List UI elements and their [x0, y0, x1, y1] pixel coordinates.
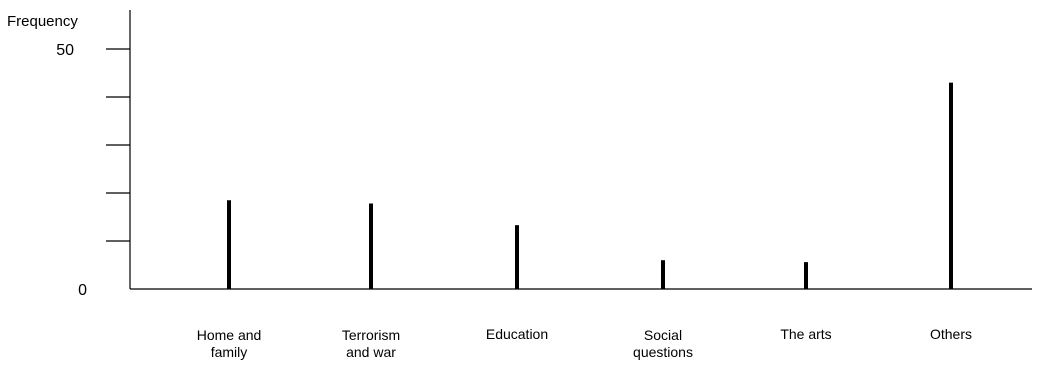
- y-tick-label: 0: [78, 282, 87, 299]
- x-tick-label: Home and family: [197, 327, 262, 360]
- x-tick-label: Social questions: [633, 327, 693, 360]
- x-tick-label-line: The arts: [780, 326, 831, 342]
- y-tick-label: 50: [56, 42, 74, 59]
- x-tick-label-line: Home and: [197, 327, 262, 343]
- x-tick-label: Others: [930, 326, 972, 342]
- x-tick-label: Education: [486, 326, 548, 342]
- y-axis-label: Frequency: [7, 13, 78, 30]
- bars: [227, 82, 953, 289]
- x-tick-label-line: Social: [644, 327, 682, 343]
- x-tick-label-line: and war: [346, 344, 396, 360]
- x-tick-label-line: Terrorism: [342, 327, 400, 343]
- x-tick-label-line: questions: [633, 344, 693, 360]
- x-tick-label: The arts: [780, 326, 831, 342]
- y-axis: 50 0: [56, 10, 131, 299]
- x-tick-label-line: family: [211, 344, 248, 360]
- x-tick-label-line: Education: [486, 326, 548, 342]
- x-tick-label: Terrorism and war: [342, 327, 400, 360]
- x-tick-label-line: Others: [930, 326, 972, 342]
- x-tick-labels: Home and family Terrorism and war Education S…: [197, 326, 972, 360]
